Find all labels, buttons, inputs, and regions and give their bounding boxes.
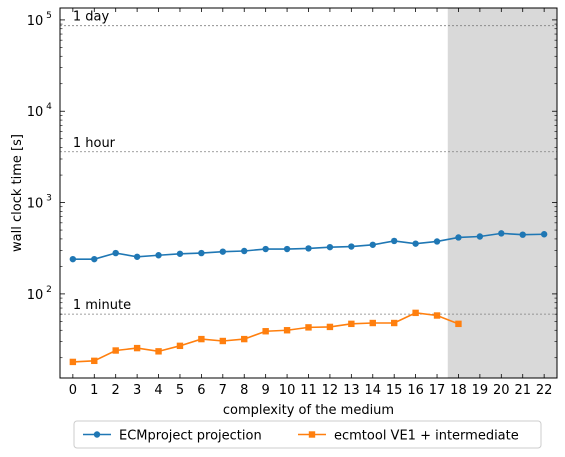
shaded-region-layer bbox=[447, 8, 557, 378]
data-point bbox=[433, 238, 441, 245]
y-tick-label: 10 bbox=[27, 14, 44, 29]
x-tick-label: 2 bbox=[112, 383, 120, 398]
x-tick-label: 20 bbox=[493, 383, 510, 398]
data-point bbox=[540, 231, 548, 238]
data-point bbox=[476, 233, 484, 240]
data-point bbox=[219, 248, 227, 255]
data-point bbox=[412, 240, 419, 247]
data-point bbox=[112, 249, 119, 257]
data-point bbox=[262, 328, 269, 335]
legend-item: ECMproject projection bbox=[83, 429, 262, 444]
data-point bbox=[455, 234, 462, 241]
data-point bbox=[69, 255, 77, 263]
x-tick-label: 7 bbox=[219, 383, 227, 398]
data-point bbox=[219, 337, 227, 345]
series-1 bbox=[69, 230, 548, 263]
x-tick-label: 18 bbox=[450, 383, 467, 398]
legend-swatch-marker bbox=[93, 431, 101, 438]
data-point bbox=[519, 231, 526, 238]
data-point bbox=[305, 324, 312, 331]
x-tick-label: 10 bbox=[279, 383, 296, 398]
x-tick-label: 22 bbox=[536, 383, 553, 398]
y-tick-label-exponent: 2 bbox=[46, 285, 52, 295]
x-tick-label: 19 bbox=[472, 383, 489, 398]
x-tick-label: 12 bbox=[322, 383, 339, 398]
x-tick-label: 14 bbox=[364, 383, 381, 398]
y-axis-label: wall clock time [s] bbox=[10, 134, 25, 252]
x-tick-label: 1 bbox=[90, 383, 98, 398]
x-tick-label: 13 bbox=[343, 383, 360, 398]
x-tick-label: 3 bbox=[133, 383, 141, 398]
data-point bbox=[369, 319, 376, 327]
y-tick-label: 10 bbox=[27, 105, 44, 120]
legend-label: ECMproject projection bbox=[119, 429, 262, 444]
data-point bbox=[176, 342, 184, 350]
reference-line-label: 1 hour bbox=[73, 136, 116, 151]
x-tick-label: 16 bbox=[407, 383, 424, 398]
data-point bbox=[176, 250, 184, 257]
y-tick-label: 10 bbox=[27, 288, 44, 303]
data-point bbox=[283, 327, 291, 334]
series-2 bbox=[69, 309, 462, 366]
data-point bbox=[326, 323, 334, 331]
data-point bbox=[262, 245, 269, 253]
data-point bbox=[155, 348, 162, 355]
shaded-region bbox=[447, 8, 557, 378]
legend-label: ecmtool VE1 + intermediate bbox=[334, 429, 519, 444]
data-point bbox=[241, 335, 248, 343]
reference-line-label: 1 day bbox=[73, 10, 110, 25]
data-point bbox=[412, 309, 419, 317]
data-point bbox=[369, 241, 376, 248]
y-tick-label-exponent: 4 bbox=[46, 102, 52, 112]
x-tick-label: 17 bbox=[429, 383, 446, 398]
data-point bbox=[390, 237, 398, 245]
y-tick-label: 10 bbox=[27, 197, 44, 212]
data-point bbox=[433, 312, 441, 319]
x-tick-label: 0 bbox=[69, 383, 77, 398]
data-point bbox=[455, 320, 462, 328]
legend-item: ecmtool VE1 + intermediate bbox=[298, 429, 519, 444]
data-point bbox=[283, 245, 291, 253]
x-tick-label: 9 bbox=[262, 383, 270, 398]
data-point bbox=[348, 243, 355, 250]
legend-swatch-marker bbox=[308, 431, 316, 438]
series-layer bbox=[69, 230, 548, 366]
x-tick-label: 8 bbox=[240, 383, 248, 398]
data-point bbox=[133, 253, 141, 260]
y-tick-label-exponent: 3 bbox=[46, 194, 52, 204]
data-point bbox=[112, 347, 119, 354]
data-point bbox=[241, 247, 248, 255]
legend: ECMproject projection ecmtool VE1 + inter… bbox=[73, 420, 542, 449]
data-point bbox=[390, 319, 398, 327]
data-point bbox=[155, 252, 162, 259]
data-point bbox=[498, 230, 505, 237]
data-point bbox=[198, 249, 205, 257]
x-tick-label: 4 bbox=[154, 383, 162, 398]
data-point bbox=[133, 344, 141, 352]
reference-line-label: 1 minute bbox=[73, 298, 131, 313]
reference-lines-layer: 1 minute 1 hour 1 day bbox=[60, 10, 557, 315]
data-point bbox=[326, 243, 334, 251]
x-axis-label: complexity of the medium bbox=[223, 403, 394, 418]
data-point bbox=[198, 335, 205, 343]
data-point bbox=[91, 357, 98, 365]
x-tick-label: 21 bbox=[514, 383, 531, 398]
x-tick-label: 15 bbox=[386, 383, 403, 398]
y-tick-label-exponent: 5 bbox=[46, 11, 52, 21]
data-point bbox=[91, 255, 98, 263]
x-tick-label: 6 bbox=[197, 383, 205, 398]
data-point bbox=[305, 245, 312, 252]
x-tick-label: 5 bbox=[176, 383, 184, 398]
data-point bbox=[69, 358, 77, 366]
x-tick-label: 11 bbox=[300, 383, 317, 398]
data-point bbox=[348, 320, 355, 328]
